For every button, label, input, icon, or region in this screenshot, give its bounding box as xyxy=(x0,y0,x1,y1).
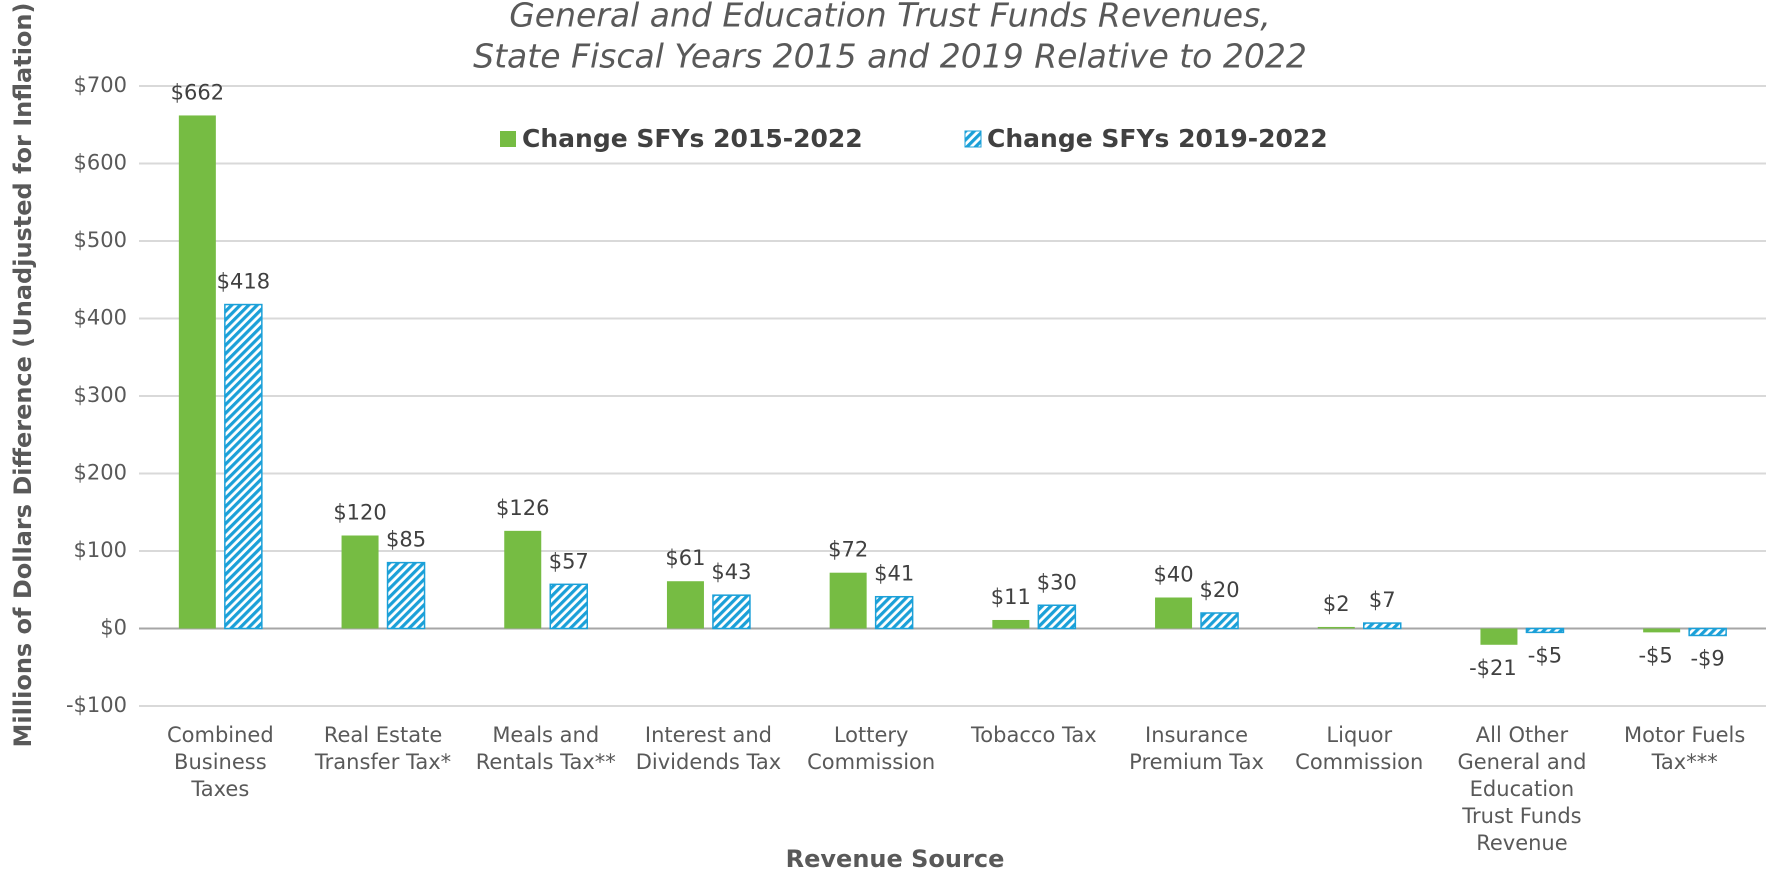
legend-swatch xyxy=(964,130,982,148)
bar xyxy=(1155,597,1193,629)
bar xyxy=(341,535,379,629)
y-tick-label: -$100 xyxy=(66,693,127,717)
chart-title: State Fiscal Years 2015 and 2019 Relativ… xyxy=(473,37,1307,76)
data-label: $41 xyxy=(874,562,914,586)
y-axis-title: Millions of Dollars Difference (Unadjust… xyxy=(9,3,37,748)
x-tick-label: Real Estate Transfer Tax* xyxy=(314,723,451,774)
y-tick-label: $300 xyxy=(74,383,127,407)
data-label: $30 xyxy=(1037,570,1077,594)
legend-swatch xyxy=(500,131,516,147)
bar xyxy=(549,583,588,630)
data-label: -$5 xyxy=(1638,643,1672,667)
bar xyxy=(992,619,1030,629)
bar xyxy=(1480,628,1518,645)
data-label: $72 xyxy=(828,538,868,562)
data-label: $662 xyxy=(171,80,224,104)
y-tick-label: $500 xyxy=(74,228,127,252)
x-tick-label: Lottery Commission xyxy=(807,723,935,774)
bar xyxy=(178,115,216,629)
chart-title: General and Education Trust Funds Revenu… xyxy=(509,0,1271,35)
x-tick-label: Meals and Rentals Tax** xyxy=(476,723,616,774)
x-axis-title: Revenue Source xyxy=(786,845,1005,872)
bar xyxy=(504,530,542,629)
legend-label: Change SFYs 2019-2022 xyxy=(987,124,1328,153)
bar xyxy=(829,572,867,629)
data-label: -$21 xyxy=(1469,656,1517,680)
bar xyxy=(1363,622,1402,630)
bar xyxy=(1688,627,1727,637)
data-label: $43 xyxy=(711,560,751,584)
data-label: $20 xyxy=(1200,578,1240,602)
x-tick-label: Insurance Premium Tax xyxy=(1129,723,1264,774)
data-label: $418 xyxy=(217,270,270,294)
y-tick-label: $700 xyxy=(74,73,127,97)
bar xyxy=(1200,612,1239,630)
bar xyxy=(1037,604,1077,630)
x-tick-label: Tobacco Tax xyxy=(970,723,1097,747)
legend-label: Change SFYs 2015-2022 xyxy=(522,124,863,153)
data-label: $120 xyxy=(333,501,386,525)
x-tick-label: All Other General and Education Trust Funds… xyxy=(1457,723,1586,855)
data-label: $126 xyxy=(496,496,549,520)
y-tick-label: $400 xyxy=(74,306,127,330)
x-tick-label: Motor Fuels Tax*** xyxy=(1624,723,1745,774)
x-tick-label: Interest and Dividends Tax xyxy=(636,723,781,774)
x-tick-label: Liquor Commission xyxy=(1295,723,1423,774)
y-tick-label: $0 xyxy=(100,616,127,640)
data-label: $2 xyxy=(1323,592,1350,616)
y-tick-label: $200 xyxy=(74,461,127,485)
data-label: -$9 xyxy=(1690,646,1724,670)
data-label: $11 xyxy=(991,585,1031,609)
data-label: $85 xyxy=(386,528,426,552)
data-label: -$5 xyxy=(1528,643,1562,667)
bar xyxy=(386,561,426,630)
x-tick-label: Combined Business Taxes xyxy=(167,723,274,801)
bar xyxy=(1317,626,1355,629)
bar xyxy=(874,595,914,630)
bar xyxy=(1525,627,1565,634)
data-label: $61 xyxy=(665,546,705,570)
data-label: $40 xyxy=(1154,563,1194,587)
bar xyxy=(1643,628,1681,633)
bar xyxy=(712,594,751,630)
data-label: $57 xyxy=(549,549,589,573)
y-tick-label: $600 xyxy=(74,151,127,175)
y-tick-label: $100 xyxy=(74,538,127,562)
bar xyxy=(666,581,704,629)
bar xyxy=(224,303,263,630)
data-label: $7 xyxy=(1369,588,1396,612)
